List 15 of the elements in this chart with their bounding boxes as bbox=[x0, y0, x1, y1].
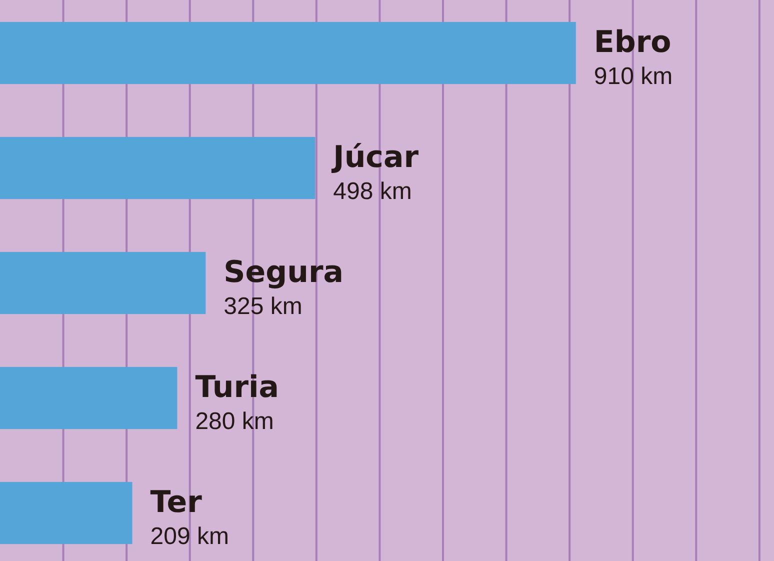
bar bbox=[0, 252, 206, 314]
data-label: 209 km bbox=[150, 522, 229, 550]
data-label: 910 km bbox=[594, 62, 673, 90]
y-tick-label: Ebro bbox=[594, 24, 672, 60]
data-label: 498 km bbox=[333, 178, 412, 205]
bar bbox=[0, 22, 576, 84]
y-tick-label: Júcar bbox=[331, 140, 419, 175]
data-label: 325 km bbox=[224, 292, 302, 320]
data-label: 280 km bbox=[195, 408, 274, 435]
bar bbox=[0, 366, 178, 430]
y-tick-label: Turia bbox=[195, 370, 280, 405]
bar bbox=[0, 136, 316, 200]
y-tick-label: Segura bbox=[224, 254, 344, 290]
bar bbox=[0, 482, 132, 544]
y-tick-label: Ter bbox=[150, 484, 202, 520]
